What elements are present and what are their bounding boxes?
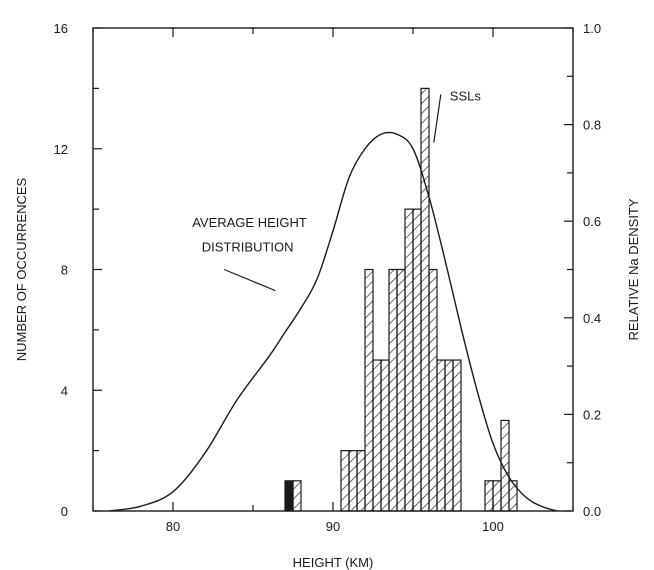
histogram-bar [404,208,414,512]
y2-tick-label: 0.2 [583,407,601,422]
x-tick-label: 90 [326,519,340,534]
histogram-bar [508,480,518,512]
y2-tick-label: 1.0 [583,21,601,36]
histogram-bar [372,359,382,512]
histogram-bars [284,87,518,512]
histogram-bar [484,480,494,512]
average-height-distribution-line [108,131,558,512]
y-tick-label: 0 [61,504,68,519]
average-height-annotation: AVERAGE HEIGHT [192,215,307,230]
distribution-annotation: DISTRIBUTION [202,239,294,254]
ssls-pointer-line [433,94,442,143]
histogram-bar [436,359,446,512]
histogram-bar [444,359,454,512]
histogram-bar [420,87,430,512]
histogram-bar [428,268,438,512]
y-tick-label: 12 [54,142,68,157]
axis-ticks [92,27,574,512]
average-height-pointer-line [223,268,276,292]
histogram-bar [356,450,366,512]
right-y-axis-title: RELATIVE Na DENSITY [626,198,641,340]
histogram-bar [348,450,358,512]
histogram-bar [412,208,422,512]
histogram-bar [364,268,374,512]
y2-tick-label: 0.8 [583,118,601,133]
y2-tick-label: 0.4 [583,311,601,326]
x-tick-label: 80 [166,519,180,534]
histogram-bar [396,268,406,512]
histogram-bar [292,480,302,512]
x-axis-title: HEIGHT (KM) [293,555,374,570]
histogram-bar [380,359,390,512]
y2-tick-label: 0.0 [583,504,601,519]
histogram-bar [492,480,502,512]
histogram-bar [452,359,462,512]
y-tick-label: 4 [61,383,68,398]
x-tick-label: 100 [482,519,504,534]
y-axis-title: NUMBER OF OCCURRENCES [14,177,29,361]
y-tick-label: 16 [54,21,68,36]
histogram-bar [388,268,398,512]
ssls-annotation: SSLs [450,88,482,103]
histogram-bar [284,480,294,512]
y2-tick-label: 0.6 [583,214,601,229]
tick-labels: 80 90 100 0 4 8 12 16 0.0 0.2 0.4 0.6 0.8 1.0 [54,21,602,534]
y-tick-label: 8 [61,263,68,278]
histogram-bar [340,450,350,512]
